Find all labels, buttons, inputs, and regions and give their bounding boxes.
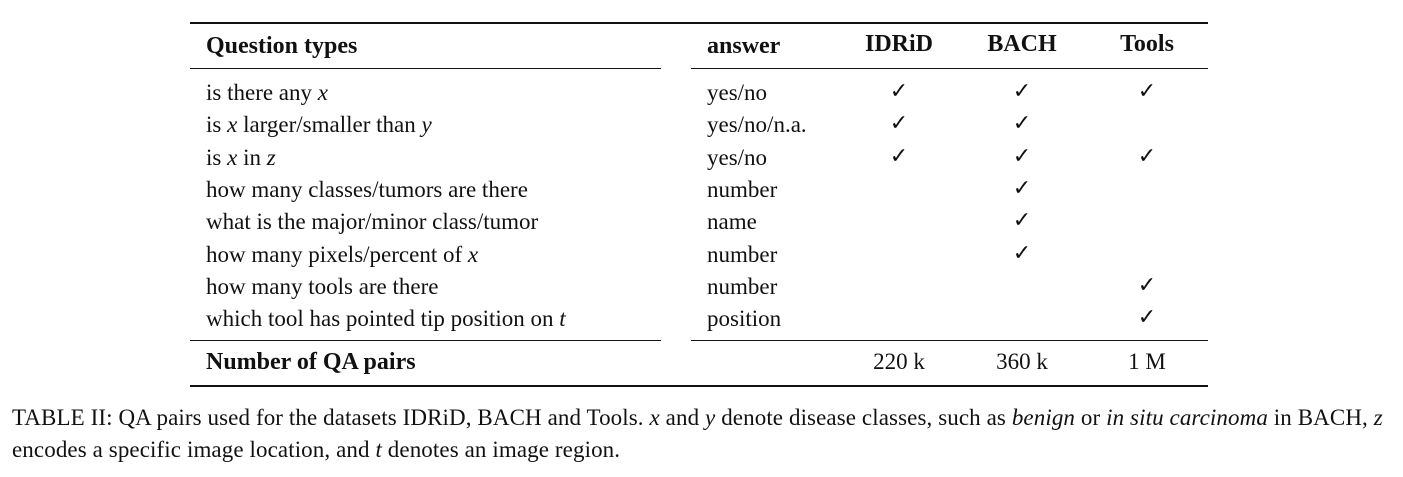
caption-text: encodes a specific image location, and <box>12 437 376 462</box>
question-cell: which tool has pointed tip position on t <box>206 305 566 333</box>
footer-bach: 360 k <box>996 349 1048 374</box>
header-answer: answer <box>707 33 781 59</box>
footer-label: Number of QA pairs <box>206 349 416 375</box>
answer-cell: yes/no <box>707 145 768 170</box>
math-variable: t <box>559 306 566 331</box>
header-bach: BACH <box>987 31 1057 57</box>
caption-text: and <box>659 405 706 430</box>
question-cell: is x larger/smaller than y <box>206 111 432 139</box>
question-text: is <box>206 112 228 137</box>
math-variable: x <box>467 242 479 267</box>
header-rule-left <box>190 68 661 69</box>
math-variable: x <box>317 80 328 105</box>
question-text: what is the major/minor class/tumor <box>206 209 539 234</box>
qa-pairs-table: Question types answer IDRiD BACH Tools i… <box>190 22 1208 388</box>
answer-cell: name <box>707 209 757 234</box>
caption-text: in BACH, <box>1267 405 1374 430</box>
top-rule <box>190 22 1208 24</box>
question-text: how many classes/tumors are there <box>206 177 528 202</box>
answer-cell: position <box>707 306 782 331</box>
math-variable: y <box>421 112 432 137</box>
answer-cell: number <box>707 274 778 299</box>
question-text: is there any <box>206 80 318 105</box>
check-idrid: ✓ <box>889 144 909 169</box>
question-cell: how many classes/tumors are there <box>206 176 528 204</box>
check-bach: ✓ <box>1012 111 1032 136</box>
caption-label: TABLE II: <box>12 405 113 430</box>
check-tools: ✓ <box>1137 144 1157 169</box>
caption-text: denotes an image region. <box>381 437 621 462</box>
check-bach: ✓ <box>1012 79 1032 104</box>
caption-var-y: y <box>705 405 716 430</box>
question-text: how many tools are there <box>206 274 439 299</box>
question-cell: how many pixels/percent of x <box>206 241 478 269</box>
question-cell: is there any x <box>206 79 328 107</box>
footer-tools: 1 M <box>1128 349 1166 374</box>
check-idrid: ✓ <box>889 79 909 104</box>
footer-idrid: 220 k <box>873 349 925 374</box>
check-bach: ✓ <box>1012 208 1032 233</box>
table-caption: TABLE II: QA pairs used for the datasets… <box>12 402 1394 466</box>
question-cell: what is the major/minor class/tumor <box>206 208 538 236</box>
math-variable: x <box>227 112 238 137</box>
caption-var-x: x <box>649 405 660 430</box>
bottom-rule <box>190 385 1208 387</box>
answer-cell: number <box>707 242 778 267</box>
header-question-types: Question types <box>206 33 358 59</box>
footer-rule-right <box>691 340 1208 341</box>
caption-term-in-situ: in situ carcinoma <box>1106 405 1268 430</box>
answer-cell: yes/no <box>707 80 768 105</box>
header-rule-right <box>691 68 1208 69</box>
check-bach: ✓ <box>1012 176 1032 201</box>
question-text: larger/smaller than <box>237 112 422 137</box>
question-text: which tool has pointed tip position on <box>206 306 560 331</box>
header-tools: Tools <box>1120 31 1174 57</box>
caption-var-z: z <box>1373 405 1383 430</box>
answer-cell: yes/no/n.a. <box>707 112 807 137</box>
caption-term-benign: benign <box>1011 405 1076 430</box>
question-text: how many pixels/percent of <box>206 242 468 267</box>
caption-var-t: t <box>375 437 382 462</box>
question-text: in <box>237 145 267 170</box>
check-bach: ✓ <box>1012 144 1032 169</box>
check-idrid: ✓ <box>889 111 909 136</box>
math-variable: x <box>227 145 238 170</box>
caption-text: QA pairs used for the datasets IDRiD, BA… <box>112 405 650 430</box>
check-tools: ✓ <box>1137 305 1157 330</box>
math-variable: z <box>266 145 276 170</box>
footer-rule-left <box>190 340 661 341</box>
caption-text: denote disease classes, such as <box>715 405 1012 430</box>
caption-text: or <box>1075 405 1107 430</box>
check-tools: ✓ <box>1137 79 1157 104</box>
question-text: is <box>206 145 228 170</box>
answer-cell: number <box>707 177 778 202</box>
question-cell: is x in z <box>206 144 276 172</box>
check-tools: ✓ <box>1137 273 1157 298</box>
check-bach: ✓ <box>1012 241 1032 266</box>
question-cell: how many tools are there <box>206 273 438 301</box>
header-idrid: IDRiD <box>864 31 933 57</box>
